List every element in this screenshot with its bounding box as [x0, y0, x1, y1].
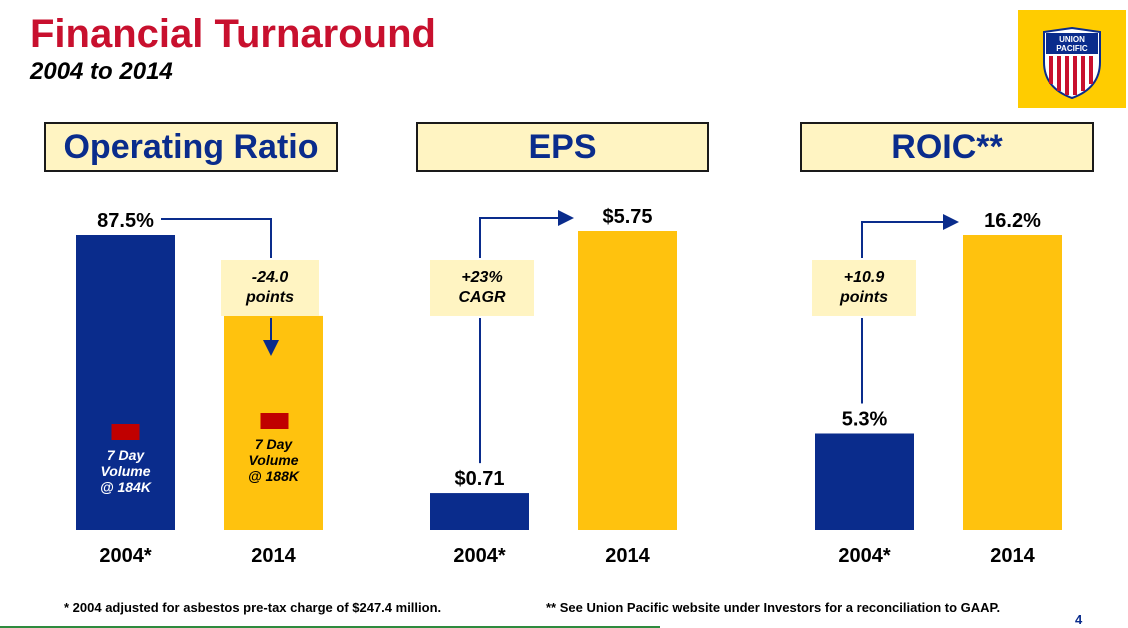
eps-callout: +23% CAGR: [430, 260, 534, 316]
footnote-asbestos: * 2004 adjusted for asbestos pre-tax cha…: [64, 600, 442, 615]
connector-arrow: [861, 214, 959, 258]
page-number: 4: [1075, 612, 1083, 627]
value-label: $5.75: [602, 206, 652, 228]
category-label: 2014: [251, 545, 296, 567]
category-label: 2014: [990, 545, 1035, 567]
bar-0-0: [76, 235, 175, 530]
roic-header: ROIC**: [800, 122, 1094, 172]
eps-header: EPS: [416, 122, 709, 172]
callout-line-1: +10.9: [843, 269, 885, 286]
bar-note-line: @ 188K: [248, 468, 300, 484]
red-marker: [260, 413, 289, 429]
category-label: 2004*: [99, 545, 151, 567]
footnote-roic: ** See Union Pacific website under Inves…: [546, 600, 1001, 615]
red-marker: [111, 424, 140, 440]
callout-line-2: points: [246, 289, 294, 306]
bar-note-line: 7 Day: [107, 447, 146, 463]
union-pacific-logo: UNION PACIFIC: [1018, 10, 1126, 108]
bar-note-line: 7 Day: [255, 436, 294, 452]
connector-line: [161, 218, 272, 258]
connector-arrow: [479, 210, 574, 258]
callout-line-2: points: [840, 289, 888, 306]
operating-ratio-callout: -24.0 points: [221, 260, 319, 316]
value-label: 87.5%: [97, 210, 154, 232]
roic-callout: +10.9 points: [812, 260, 916, 316]
callout-line-1: +23%: [461, 269, 503, 286]
bar-1-1: [578, 231, 677, 530]
footer-divider: [0, 626, 660, 628]
category-label: 2004*: [453, 545, 505, 567]
bar-2-0: [815, 433, 914, 530]
callout-line-2: CAGR: [458, 289, 506, 306]
bar-note-line: Volume: [248, 452, 298, 468]
logo-text-pacific: PACIFIC: [1056, 44, 1088, 53]
operating-ratio-header: Operating Ratio: [44, 122, 338, 172]
category-label: 2014: [605, 545, 650, 567]
callout-line-1: -24.0: [251, 269, 289, 286]
bar-note-line: @ 184K: [100, 479, 152, 495]
value-label: 5.3%: [842, 408, 888, 430]
page-subtitle: 2004 to 2014: [30, 58, 173, 85]
page-title: Financial Turnaround: [30, 12, 436, 56]
bar-1-0: [430, 493, 529, 530]
category-label: 2004*: [838, 545, 890, 567]
value-label: $0.71: [454, 468, 504, 490]
logo-text-union: UNION: [1059, 35, 1085, 44]
shield-icon: UNION PACIFIC: [1043, 26, 1101, 100]
bar-note-line: Volume: [100, 463, 150, 479]
bar-2-1: [963, 235, 1062, 530]
value-label: 16.2%: [984, 210, 1041, 232]
